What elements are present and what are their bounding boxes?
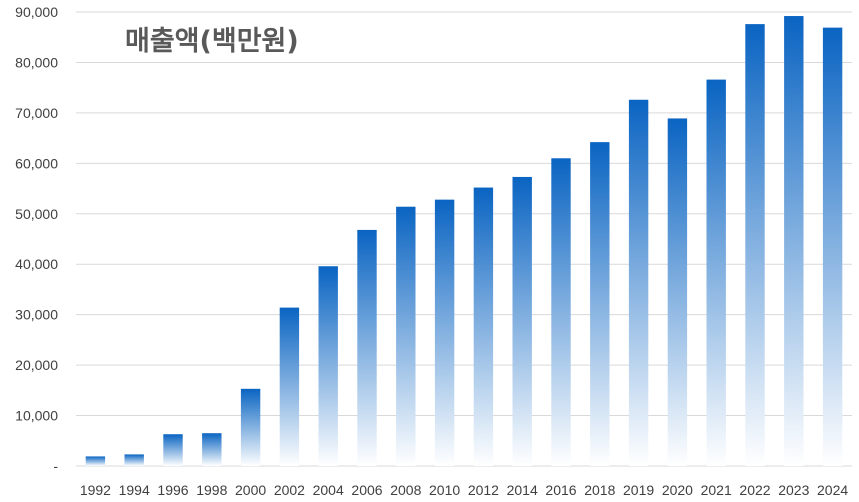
bar-1998 <box>202 433 222 466</box>
y-tick-label: 70,000 <box>15 105 58 121</box>
bars <box>85 16 843 467</box>
y-tick-label: 30,000 <box>15 307 58 323</box>
x-tick-label: 2019 <box>623 482 654 498</box>
y-tick-label: 40,000 <box>15 256 58 272</box>
gridlines <box>76 11 852 467</box>
x-tick-label: 2010 <box>429 482 460 498</box>
bar-2018 <box>590 142 610 466</box>
x-tick-label: 2016 <box>545 482 576 498</box>
bar-2006 <box>357 229 377 466</box>
bar-2008 <box>396 206 416 466</box>
bar-2023 <box>784 16 804 466</box>
y-axis-ticks: - 10,000 20,000 30,000 40,000 50,000 60,000 70,… <box>15 4 58 474</box>
bar-2000 <box>240 388 261 466</box>
x-tick-label: 2004 <box>313 482 344 498</box>
y-tick-label: 80,000 <box>15 54 58 70</box>
y-tick-label: - <box>53 458 58 474</box>
x-axis-ticks: 1992 1994 1996 1998 2000 2002 2004 2006 2008 2010… <box>80 482 849 498</box>
x-tick-label: 2006 <box>351 482 382 498</box>
x-tick-label: 2021 <box>701 482 732 498</box>
bar-2024 <box>822 27 843 466</box>
bar-2014 <box>512 176 532 466</box>
y-tick-label: 20,000 <box>15 357 58 373</box>
bar-1992 <box>85 456 106 466</box>
bar-2019 <box>628 99 649 467</box>
y-tick-label: 60,000 <box>15 155 58 171</box>
bar-1996 <box>163 434 183 466</box>
y-tick-label: 90,000 <box>15 4 58 20</box>
y-tick-label: 50,000 <box>15 206 58 222</box>
x-tick-label: 2002 <box>274 482 305 498</box>
bar-2021 <box>706 79 726 466</box>
bar-2022 <box>745 24 765 467</box>
x-tick-label: 2024 <box>817 482 848 498</box>
x-tick-label: 2022 <box>739 482 770 498</box>
x-tick-label: 2020 <box>662 482 693 498</box>
bar-2010 <box>434 199 455 466</box>
bar-2012 <box>473 187 494 467</box>
bar-1994 <box>124 454 144 466</box>
x-tick-label: 2012 <box>468 482 499 498</box>
y-tick-label: 10,000 <box>15 408 58 424</box>
x-tick-label: 1994 <box>119 482 150 498</box>
x-tick-label: 2018 <box>584 482 615 498</box>
x-tick-label: 1996 <box>157 482 188 498</box>
x-tick-label: 2008 <box>390 482 421 498</box>
bar-2004 <box>318 266 338 466</box>
x-tick-label: 1998 <box>196 482 227 498</box>
x-tick-label: 1992 <box>80 482 111 498</box>
chart-title: 매출액(백만원) <box>125 26 299 57</box>
bar-2020 <box>667 118 688 466</box>
x-tick-label: 2023 <box>778 482 809 498</box>
x-tick-label: 2014 <box>507 482 538 498</box>
x-tick-label: 2000 <box>235 482 266 498</box>
bar-2002 <box>279 307 300 466</box>
bar-2016 <box>551 158 571 467</box>
